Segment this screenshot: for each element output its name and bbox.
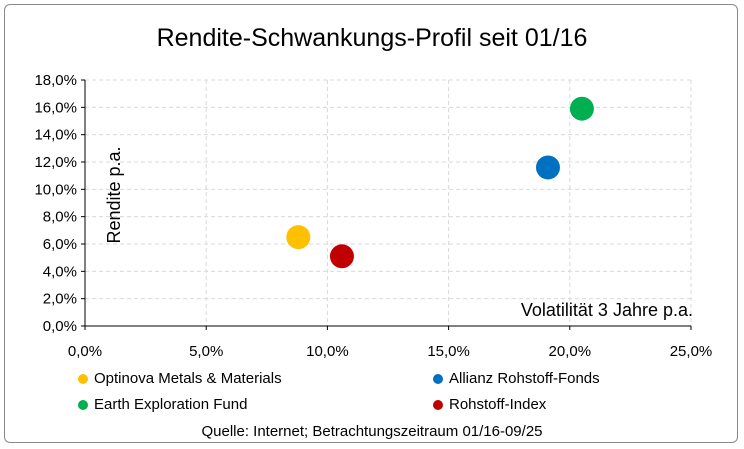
y-tick-label: 12,0% (34, 154, 77, 171)
data-point-2 (569, 96, 594, 121)
legend-marker (78, 399, 88, 410)
legend-item-1: Allianz Rohstoff-Fonds (433, 370, 600, 387)
y-axis-label: Rendite p.a. (104, 146, 124, 243)
legend-marker (433, 399, 443, 410)
x-tick-label: 25,0% (670, 343, 713, 360)
y-tick-label: 18,0% (34, 72, 77, 89)
legend-label: Optinova Metals & Materials (94, 370, 282, 387)
x-tick-label: 15,0% (427, 343, 470, 360)
x-tick-label: 10,0% (306, 343, 349, 360)
legend-label: Rohstoff-Index (449, 396, 547, 413)
y-tick-label: 6,0% (43, 236, 77, 253)
legend-item-2: Earth Exploration Fund (78, 396, 247, 413)
y-tick-label: 0,0% (43, 318, 77, 335)
legend-item-0: Optinova Metals & Materials (78, 370, 282, 387)
legend-marker (433, 373, 443, 384)
chart-title: Rendite-Schwankungs-Profil seit 01/16 (156, 24, 588, 52)
y-tick-label: 16,0% (34, 99, 77, 116)
y-tick-label: 4,0% (43, 263, 77, 280)
legend-marker (78, 373, 88, 384)
x-tick-label: 5,0% (189, 343, 223, 360)
y-tick-label: 8,0% (43, 209, 77, 226)
chart-frame (4, 4, 738, 443)
y-tick-label: 14,0% (34, 127, 77, 144)
legend-label: Allianz Rohstoff-Fonds (449, 370, 600, 387)
x-tick-label: 20,0% (549, 343, 592, 360)
data-point-3 (329, 244, 354, 269)
y-tick-label: 10,0% (34, 181, 77, 198)
data-point-0 (286, 225, 311, 250)
source-note: Quelle: Internet; Betrachtungszeitraum 0… (201, 423, 543, 440)
legend-label: Earth Exploration Fund (94, 396, 248, 413)
x-tick-label: 0,0% (68, 343, 102, 360)
data-point-1 (535, 155, 560, 180)
legend-item-3: Rohstoff-Index (433, 396, 546, 413)
x-axis-label: Volatilität 3 Jahre p.a. (521, 300, 693, 320)
y-tick-label: 2,0% (43, 291, 77, 308)
